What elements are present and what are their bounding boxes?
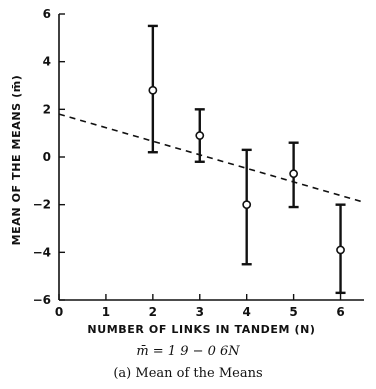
- x-tick-label: 0: [55, 305, 63, 319]
- y-tick-label: 0: [43, 150, 51, 164]
- data-point-group: [147, 24, 158, 154]
- y-axis-label: MEAN OF THE MEANS (m̄): [10, 75, 23, 246]
- x-tick-label: 5: [289, 305, 297, 319]
- data-marks: [147, 24, 346, 295]
- data-point-group: [288, 141, 299, 209]
- equation: m̄ = 1 9 − 0 6N: [136, 344, 240, 359]
- y-tick-label: −2: [33, 198, 51, 212]
- y-tick-label: −6: [33, 293, 51, 307]
- data-point-group: [335, 203, 346, 295]
- data-point-group: [194, 108, 205, 163]
- trend-line: [58, 113, 365, 204]
- data-point: [336, 245, 345, 255]
- data-point: [289, 169, 299, 179]
- x-tick-label: 3: [196, 305, 204, 319]
- y-tick-label: 6: [43, 7, 51, 21]
- x-tick-label: 4: [243, 305, 251, 319]
- y-tick-label: −4: [33, 245, 51, 259]
- x-axis-label: NUMBER OF LINKS IN TANDEM (N): [87, 323, 315, 336]
- data-point: [242, 200, 252, 210]
- chart: −6 −4 −2 0 2 4 6 0 1 2 3 4 5 6 NUMBER OF LINKS IN TAN…: [10, 7, 365, 336]
- figure-caption: (a) Mean of the Means: [113, 366, 263, 381]
- y-tick-label: 2: [43, 102, 51, 116]
- data-point: [148, 85, 158, 95]
- axes: −6 −4 −2 0 2 4 6 0 1 2 3 4 5 6: [33, 7, 364, 319]
- x-tick-label: 1: [102, 305, 110, 319]
- data-point: [195, 131, 205, 140]
- y-tick-label: 4: [43, 55, 51, 69]
- x-tick-label: 6: [336, 305, 344, 319]
- trend-line-group: [58, 113, 365, 204]
- x-tick-label: 2: [149, 305, 157, 319]
- data-point-group: [241, 148, 252, 266]
